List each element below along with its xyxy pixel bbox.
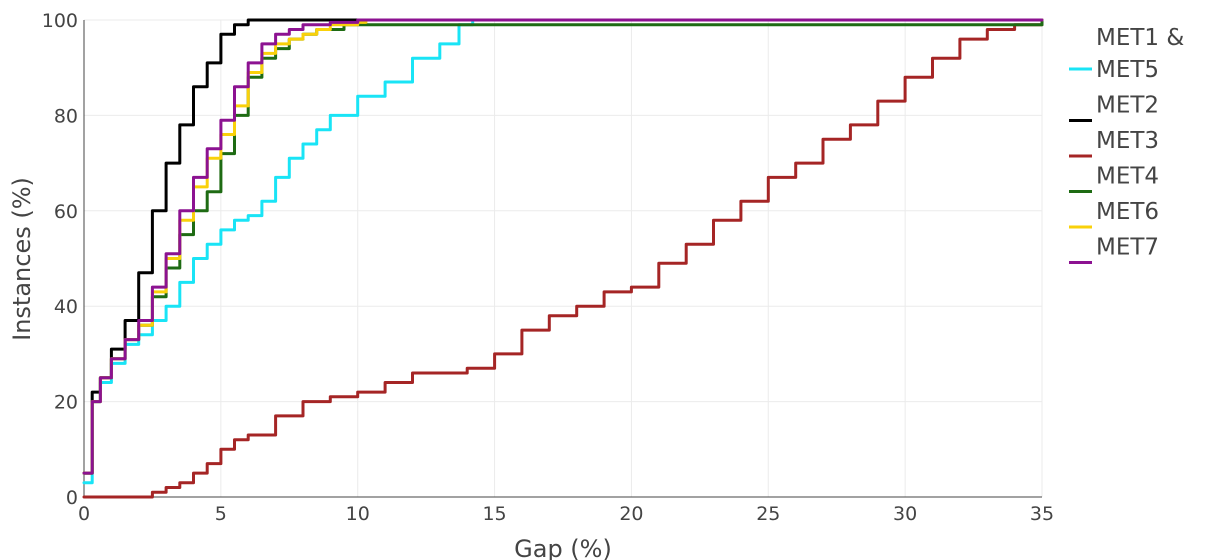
legend[interactable]: MET1 & MET5 MET2 MET3 MET4 MET6 MET7 [1069,25,1184,264]
y-tick-label: 40 [54,296,78,318]
x-tick-label: 10 [346,503,370,525]
x-tick-label: 20 [619,503,643,525]
x-tick-label: 35 [1030,503,1054,525]
x-axis-title: Gap (%) [514,535,612,560]
y-tick-label: 20 [54,392,78,414]
y-tick-label: 60 [54,201,78,223]
x-tick-label: 25 [756,503,780,525]
legend-label: MET7 [1096,235,1159,261]
x-tick-label: 0 [78,503,90,525]
legend-item[interactable]: MET2 [1069,93,1159,122]
x-tick-label: 15 [482,503,506,525]
series-line-met3 [82,18,1044,499]
x-tick-label: 5 [215,503,227,525]
legend-label: MET4 [1096,164,1159,190]
grid [83,19,1043,498]
legend-label: MET5 [1096,57,1159,83]
y-tick-label: 100 [42,10,78,32]
series-line-met1-met5 [82,18,1044,485]
series-line-met7 [82,18,1044,475]
legend-label: MET6 [1096,199,1159,225]
series-line-met6 [82,18,1044,475]
legend-label: MET2 [1096,93,1159,119]
series-line-met4 [82,18,1044,475]
legend-item[interactable]: MET6 [1069,199,1159,229]
y-tick-label: 0 [66,487,78,509]
series-line-met2 [82,18,1044,475]
legend-label: MET1 & [1096,25,1184,51]
legend-item[interactable]: MET7 [1069,235,1159,264]
legend-item[interactable]: MET3 [1069,128,1159,158]
x-tick-label: 30 [893,503,917,525]
y-tick-label: 80 [54,105,78,127]
y-axis-title: Instances (%) [8,177,36,341]
legend-item[interactable]: MET1 & MET5 [1069,25,1184,83]
legend-label: MET3 [1096,128,1159,154]
series-lines [82,18,1044,499]
y-axis-ticks: 0 20 40 60 80 100 [42,10,78,509]
legend-item[interactable]: MET4 [1069,164,1159,193]
x-axis-ticks: 0 5 10 15 20 25 30 35 [78,503,1054,525]
